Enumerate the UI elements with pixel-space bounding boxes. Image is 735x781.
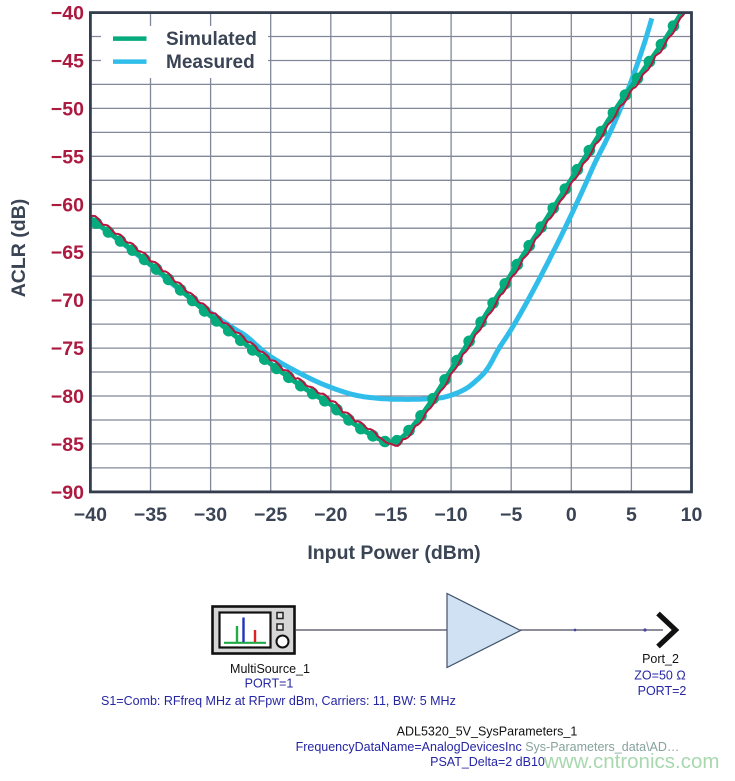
svg-text:−90: −90 [51,482,84,504]
svg-text:PORT=2: PORT=2 [638,684,687,698]
svg-text:−20: −20 [314,504,347,526]
svg-text:Input Power (dBm): Input Power (dBm) [307,542,480,564]
svg-text:www.cntronics.com: www.cntronics.com [543,750,719,773]
svg-text:−80: −80 [51,386,84,408]
svg-text:ACLR (dB): ACLR (dB) [8,199,30,298]
svg-text:−30: −30 [194,504,227,526]
svg-text:−60: −60 [51,194,84,216]
svg-text:−15: −15 [374,504,407,526]
svg-text:−40: −40 [51,3,84,25]
svg-text:FrequencyDataName=AnalogDevice: FrequencyDataName=AnalogDevicesInc Sys-P… [296,740,680,754]
svg-text:Port_2: Port_2 [642,652,679,666]
svg-text:10: 10 [681,504,703,526]
svg-text:Simulated: Simulated [166,29,257,50]
svg-text:−55: −55 [51,146,84,168]
svg-text:−85: −85 [51,434,84,456]
svg-text:−10: −10 [435,504,468,526]
svg-text:−65: −65 [51,242,84,264]
svg-text:ZO=50 Ω: ZO=50 Ω [634,669,685,683]
svg-text:−50: −50 [51,98,84,120]
svg-text:ADL5320_5V_SysParameters_1: ADL5320_5V_SysParameters_1 [397,725,578,739]
svg-text:−45: −45 [51,51,84,73]
svg-text:PORT=1: PORT=1 [245,677,294,691]
svg-text:−40: −40 [74,504,107,526]
svg-text:−35: −35 [134,504,167,526]
svg-text:S1=Comb: RFfreq MHz at RFpwr d: S1=Comb: RFfreq MHz at RFpwr dBm, Carrie… [101,694,456,708]
svg-text:−70: −70 [51,290,84,312]
svg-text:0: 0 [566,504,577,526]
svg-text:Measured: Measured [166,52,255,73]
svg-text:−75: −75 [51,338,84,360]
svg-text:MultiSource_1: MultiSource_1 [230,662,310,676]
svg-text:−25: −25 [254,504,287,526]
svg-text:5: 5 [626,504,637,526]
svg-text:−5: −5 [500,504,522,526]
svg-text:PSAT_Delta=2 dB10: PSAT_Delta=2 dB10 [430,755,545,769]
